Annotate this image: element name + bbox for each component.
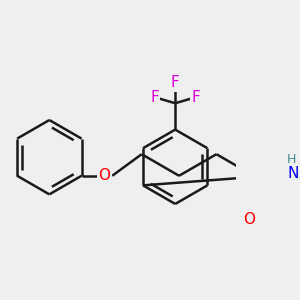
Text: N: N [288, 166, 299, 181]
Text: O: O [243, 212, 255, 227]
Text: H: H [286, 153, 296, 166]
Text: F: F [191, 90, 200, 105]
Text: O: O [98, 168, 110, 183]
Text: F: F [151, 90, 159, 105]
Text: F: F [171, 75, 180, 90]
